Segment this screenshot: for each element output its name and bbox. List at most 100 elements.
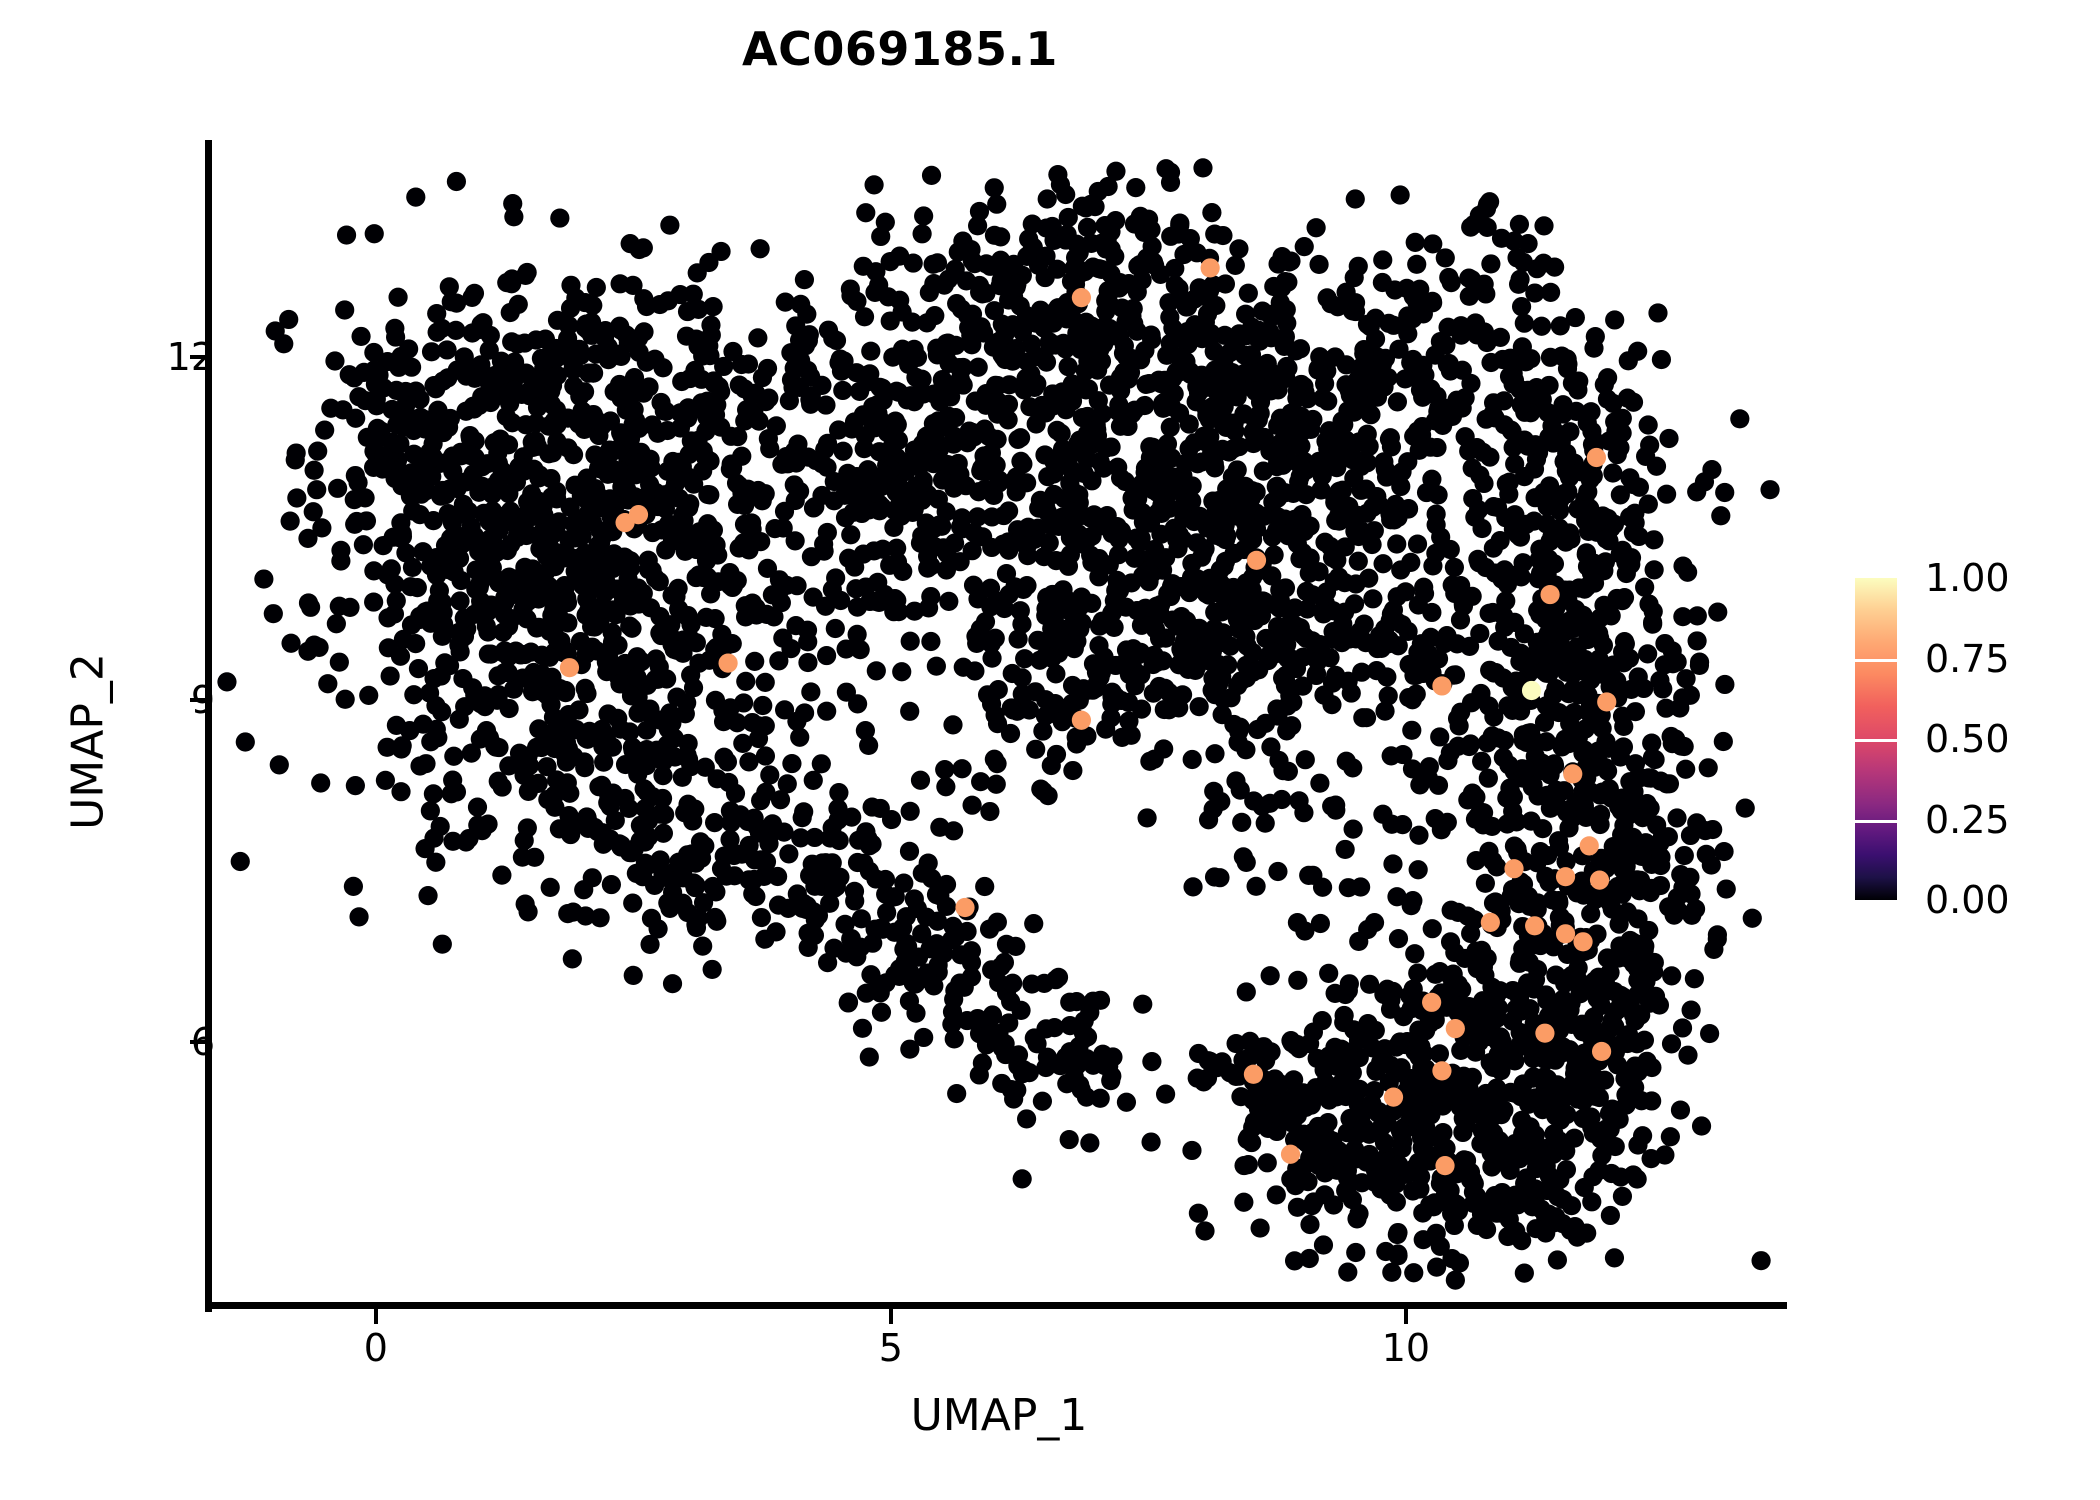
scatter-point xyxy=(1596,529,1616,549)
scatter-point xyxy=(1273,455,1293,475)
scatter-point xyxy=(1672,1018,1693,1038)
scatter-point xyxy=(1290,549,1310,569)
scatter-point xyxy=(464,526,485,546)
scatter-point xyxy=(1239,1048,1259,1068)
scatter-point xyxy=(1498,1226,1518,1247)
scatter-point xyxy=(1393,815,1413,835)
scatter-point xyxy=(279,309,299,330)
scatter-point xyxy=(1651,349,1672,370)
scatter-point xyxy=(1189,697,1209,717)
scatter-point xyxy=(1137,808,1157,828)
scatter-point xyxy=(1006,482,1026,502)
scatter-point xyxy=(1379,630,1399,650)
scatter-point xyxy=(1310,913,1330,934)
scatter-point xyxy=(787,884,807,904)
scatter-point xyxy=(944,1029,964,1049)
scatter-point xyxy=(1610,485,1630,505)
scatter-point xyxy=(1359,974,1380,994)
scatter-point-highlighted xyxy=(615,513,635,533)
scatter-point xyxy=(791,351,811,371)
scatter-point xyxy=(1042,584,1063,605)
scatter-point xyxy=(1132,270,1152,290)
scatter-point xyxy=(1553,1214,1573,1234)
scatter-point xyxy=(1352,662,1372,682)
scatter-point xyxy=(657,420,678,441)
scatter-point xyxy=(433,371,453,391)
scatter-point xyxy=(1698,758,1718,778)
scatter-point xyxy=(1642,1057,1662,1078)
scatter-point xyxy=(1022,974,1042,994)
scatter-point xyxy=(1327,1148,1347,1168)
scatter-point xyxy=(739,752,759,772)
scatter-point xyxy=(1681,1000,1701,1020)
scatter-point xyxy=(1426,543,1446,563)
scatter-point xyxy=(1082,526,1102,546)
scatter-point xyxy=(946,927,966,947)
scatter-point xyxy=(1220,1063,1240,1083)
scatter-point xyxy=(1490,1027,1511,1047)
scatter-point xyxy=(1245,381,1266,402)
scatter-point xyxy=(1117,347,1137,367)
scatter-point xyxy=(1362,1094,1382,1114)
scatter-point xyxy=(1124,548,1145,568)
scatter-point xyxy=(480,508,500,528)
scatter-point xyxy=(706,909,726,929)
scatter-point xyxy=(875,869,896,890)
scatter-point xyxy=(1516,352,1536,372)
scatter-point xyxy=(525,847,545,867)
scatter-point xyxy=(427,565,447,585)
scatter-point xyxy=(1711,506,1731,526)
scatter-point xyxy=(500,584,520,604)
scatter-point xyxy=(1398,309,1418,330)
scatter-point xyxy=(1274,336,1294,356)
scatter-point xyxy=(1633,974,1653,995)
scatter-point xyxy=(698,514,718,534)
scatter-point xyxy=(744,869,764,890)
scatter-point xyxy=(364,360,385,380)
scatter-point xyxy=(1407,254,1427,274)
scatter-point xyxy=(1521,811,1541,831)
scatter-point xyxy=(1160,417,1180,437)
scatter-point xyxy=(1401,552,1421,572)
scatter-point xyxy=(887,552,908,572)
scatter-point xyxy=(1627,1169,1647,1189)
scatter-point xyxy=(1569,578,1589,598)
scatter-point xyxy=(1474,473,1494,494)
scatter-point xyxy=(1116,1092,1137,1112)
scatter-point xyxy=(336,225,357,245)
scatter-point xyxy=(1680,825,1701,846)
scatter-point xyxy=(1522,1197,1543,1217)
scatter-point xyxy=(1344,1020,1364,1040)
scatter-point xyxy=(988,391,1008,412)
scatter-point xyxy=(1730,409,1750,429)
scatter-point xyxy=(1142,1052,1162,1072)
scatter-point xyxy=(1168,347,1188,367)
scatter-point xyxy=(1707,925,1727,945)
scatter-point xyxy=(1102,604,1122,624)
scatter-point xyxy=(364,342,384,363)
scatter-point xyxy=(1426,1223,1446,1243)
scatter-point xyxy=(1037,1047,1058,1067)
scatter-point xyxy=(1202,397,1222,417)
scatter-point xyxy=(392,527,413,547)
scatter-point xyxy=(770,790,791,810)
scatter-point xyxy=(1668,901,1688,921)
scatter-point-highlighted xyxy=(718,653,738,673)
scatter-point xyxy=(1599,1103,1620,1123)
scatter-point xyxy=(924,976,944,996)
scatter-point xyxy=(1266,477,1286,497)
scatter-point xyxy=(1357,503,1377,523)
scatter-point xyxy=(598,704,618,724)
scatter-point xyxy=(1493,668,1513,688)
scatter-point xyxy=(1567,1227,1587,1247)
scatter-point xyxy=(385,468,405,489)
scatter-point xyxy=(1589,623,1609,643)
scatter-point xyxy=(994,505,1014,526)
scatter-point xyxy=(1696,844,1716,864)
scatter-point xyxy=(705,813,725,833)
scatter-point xyxy=(756,782,776,802)
scatter-point-highlighted xyxy=(1432,1061,1452,1081)
scatter-point xyxy=(1257,353,1277,374)
scatter-point xyxy=(1046,970,1066,990)
